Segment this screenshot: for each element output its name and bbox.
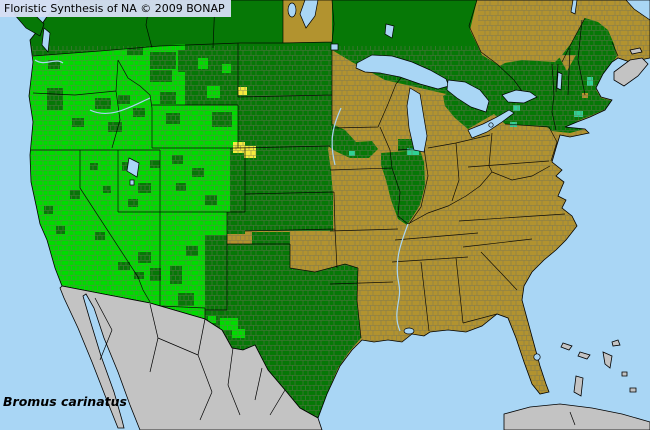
lake-michigan bbox=[406, 87, 428, 153]
prince-edward-island bbox=[629, 47, 643, 55]
mississippi-river bbox=[396, 223, 409, 332]
lakes bbox=[41, 0, 650, 361]
species-label: Bromus carinatus bbox=[3, 394, 127, 409]
missouri-river bbox=[331, 107, 342, 166]
bahamas bbox=[560, 339, 637, 397]
lake-champlain bbox=[556, 71, 563, 91]
state-borders bbox=[31, 0, 619, 339]
great-salt-lake bbox=[126, 157, 140, 178]
st-lawrence-gulf bbox=[625, 0, 650, 21]
lake-st-clair bbox=[488, 122, 494, 128]
st-john-river bbox=[570, 0, 578, 15]
lake-huron bbox=[446, 79, 490, 113]
lake-of-the-woods bbox=[330, 43, 339, 51]
puget-sound bbox=[41, 27, 51, 53]
lake-ontario bbox=[501, 89, 538, 104]
lake-nipigon bbox=[384, 23, 395, 39]
title-bar: Floristic Synthesis of NA © 2009 BONAP bbox=[0, 0, 231, 17]
nova-scotia bbox=[613, 57, 649, 87]
rivers bbox=[34, 59, 409, 332]
county-lines-quebec bbox=[478, 0, 650, 46]
snake-river bbox=[89, 97, 151, 115]
lake-winnipeg bbox=[299, 0, 319, 29]
utah-lake bbox=[129, 179, 135, 186]
mexico-state-lines bbox=[94, 297, 576, 426]
lake-pontchartrain bbox=[403, 327, 415, 335]
lake-superior bbox=[355, 54, 450, 90]
lake-okeechobee bbox=[533, 353, 541, 361]
columbia-river bbox=[34, 59, 64, 64]
lake-manitoba bbox=[287, 2, 297, 18]
cuba bbox=[503, 403, 650, 430]
